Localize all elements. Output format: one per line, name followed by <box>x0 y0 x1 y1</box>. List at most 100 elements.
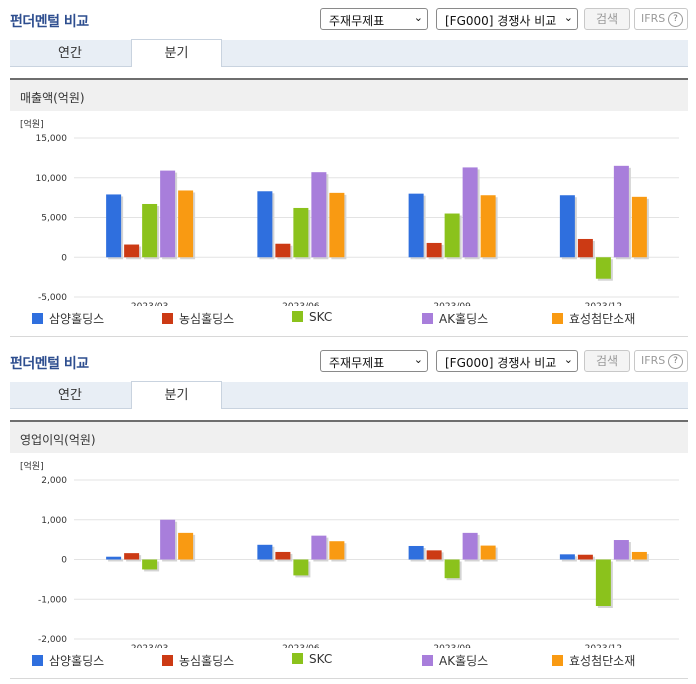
y-tick-label: 10,000 <box>36 174 68 184</box>
legend-item[interactable]: AK홀딩스 <box>422 652 488 669</box>
legend-label: 효성첨단소재 <box>569 312 636 326</box>
period-tabs: 연간 분기 <box>10 39 688 67</box>
bar <box>595 559 611 607</box>
bar <box>160 170 176 258</box>
bar <box>595 257 611 279</box>
statement-select-value: 주재무제표 <box>329 14 385 28</box>
ifrs-button[interactable]: IFRS ? <box>634 350 688 372</box>
bar <box>559 195 575 258</box>
statement-select[interactable]: 주재무제표 ⌄ <box>320 350 428 372</box>
bar <box>631 551 647 560</box>
legend-swatch <box>552 313 563 324</box>
tab-annual[interactable]: 연간 <box>58 388 82 403</box>
bar <box>329 192 345 258</box>
bar <box>462 532 478 560</box>
legend-swatch <box>422 313 433 324</box>
section-header: 매출액(억원) <box>10 78 688 111</box>
sales-bar-chart: [억원] -5,000 0 5,000 10,000 15,000 2023/03 2023/… <box>20 118 679 306</box>
bar <box>178 190 194 258</box>
tab-annual[interactable]: 연간 <box>58 46 82 61</box>
peer-group-select[interactable]: [FG000] 경쟁사 비교 ⌄ <box>436 350 578 372</box>
statement-select[interactable]: 주재무제표 ⌄ <box>320 8 428 30</box>
panel-header: 펀더멘털 비교 주재무제표 ⌄ [FG000] 경쟁사 비교 ⌄ 검색 IFRS… <box>0 0 696 36</box>
y-tick-label: 0 <box>61 253 67 263</box>
legend-label: 농심홀딩스 <box>179 312 235 326</box>
bar <box>462 167 478 258</box>
panel-title: 펀더멘털 비교 <box>10 14 89 30</box>
statement-select-value: 주재무제표 <box>329 356 385 370</box>
legend-swatch <box>552 655 563 666</box>
y-tick-label: -5,000 <box>38 293 67 303</box>
legend-swatch <box>292 653 303 664</box>
divider <box>10 336 688 337</box>
legend-swatch <box>422 655 433 666</box>
chevron-down-icon: ⌄ <box>413 353 423 366</box>
chevron-down-icon: ⌄ <box>563 11 573 24</box>
legend-label: SKC <box>309 652 333 666</box>
legend-item[interactable]: 삼양홀딩스 <box>32 652 104 669</box>
legend-item[interactable]: SKC <box>292 310 332 324</box>
legend-label: SKC <box>309 310 333 324</box>
section-header: 영업이익(억원) <box>10 420 688 453</box>
bar <box>408 193 424 258</box>
search-button[interactable]: 검색 <box>584 350 630 372</box>
y-tick-label: 15,000 <box>36 134 68 144</box>
legend-swatch <box>162 313 173 324</box>
bar <box>426 550 442 560</box>
legend-label: AK홀딩스 <box>439 654 489 668</box>
panel-header: 펀더멘털 비교 주재무제표 ⌄ [FG000] 경쟁사 비교 ⌄ 검색 IFRS… <box>0 342 696 378</box>
tab-quarterly[interactable]: 분기 <box>131 39 222 67</box>
bar <box>257 191 273 258</box>
bar <box>106 194 122 258</box>
x-tick-label: 2023/03 <box>131 302 168 306</box>
bar <box>142 559 158 570</box>
bar <box>124 553 140 560</box>
ifrs-label: IFRS <box>641 12 666 25</box>
tab-quarterly[interactable]: 분기 <box>131 381 222 409</box>
section-title: 매출액(억원) <box>20 91 85 105</box>
legend-item[interactable]: AK홀딩스 <box>422 310 488 327</box>
bar <box>408 545 424 560</box>
bar <box>160 519 176 560</box>
bar <box>559 554 575 560</box>
legend-item[interactable]: 농심홀딩스 <box>162 310 234 327</box>
x-tick-label: 2023/06 <box>282 302 320 306</box>
x-tick-label: 2023/12 <box>585 644 622 648</box>
legend-swatch <box>32 655 43 666</box>
legend-item[interactable]: SKC <box>292 652 332 666</box>
legend-swatch <box>32 313 43 324</box>
y-tick-label: 2,000 <box>41 476 67 486</box>
legend-item[interactable]: 효성첨단소재 <box>552 652 635 669</box>
x-tick-label: 2023/09 <box>433 644 471 648</box>
help-icon: ? <box>668 12 683 27</box>
operating-profit-bar-chart: [억원] -2,000 -1,000 0 1,000 2,000 2023/03 2023/0… <box>20 460 679 648</box>
bar-shadow <box>108 558 124 562</box>
x-tick-label: 2023/06 <box>282 644 320 648</box>
bar <box>275 551 291 560</box>
legend-item[interactable]: 효성첨단소재 <box>552 310 635 327</box>
peer-group-select-value: [FG000] 경쟁사 비교 <box>445 356 557 370</box>
legend-item[interactable]: 농심홀딩스 <box>162 652 234 669</box>
bar <box>444 213 460 258</box>
chart-legend: 삼양홀딩스 농심홀딩스 SKC AK홀딩스 효성첨단소재 <box>0 310 696 330</box>
y-tick-label: -2,000 <box>38 635 67 645</box>
legend-item[interactable]: 삼양홀딩스 <box>32 310 104 327</box>
bar <box>613 165 629 258</box>
y-tick-label: -1,000 <box>38 595 67 605</box>
ifrs-button[interactable]: IFRS ? <box>634 8 688 30</box>
legend-swatch <box>162 655 173 666</box>
period-tabs: 연간 분기 <box>10 381 688 409</box>
unit-label: [억원] <box>20 118 44 130</box>
search-button[interactable]: 검색 <box>584 8 630 30</box>
bar <box>124 244 140 258</box>
chevron-down-icon: ⌄ <box>413 11 423 24</box>
bar <box>311 535 327 560</box>
x-tick-label: 2023/12 <box>585 302 622 306</box>
legend-label: AK홀딩스 <box>439 312 489 326</box>
bar <box>577 238 593 258</box>
ifrs-label: IFRS <box>641 354 666 367</box>
bar <box>329 541 345 560</box>
peer-group-select[interactable]: [FG000] 경쟁사 비교 ⌄ <box>436 8 578 30</box>
chart-legend: 삼양홀딩스 농심홀딩스 SKC AK홀딩스 효성첨단소재 <box>0 652 696 672</box>
bar <box>311 172 327 258</box>
